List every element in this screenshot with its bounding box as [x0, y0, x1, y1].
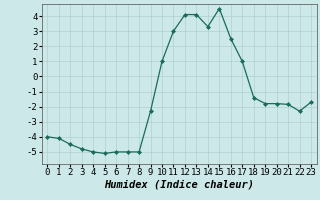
- X-axis label: Humidex (Indice chaleur): Humidex (Indice chaleur): [104, 180, 254, 190]
